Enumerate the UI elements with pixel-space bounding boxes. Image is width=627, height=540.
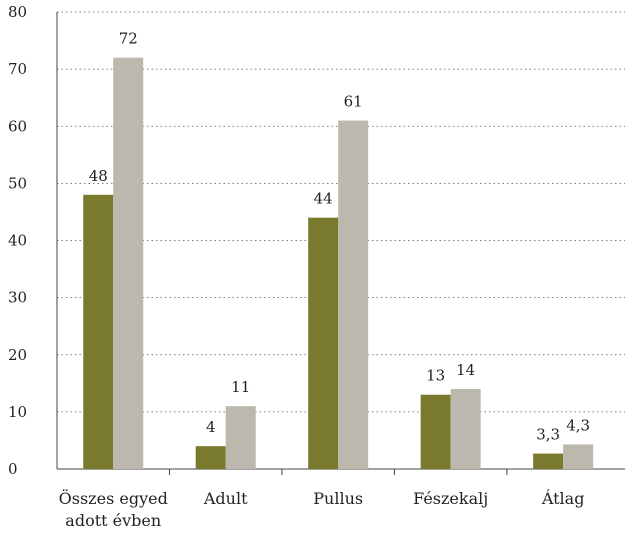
category-label: Adult bbox=[203, 489, 248, 508]
bar-series-1 bbox=[533, 453, 564, 469]
y-tick-label: 50 bbox=[8, 174, 27, 192]
bar-series-2 bbox=[113, 57, 144, 469]
data-label: 13 bbox=[426, 367, 445, 385]
bar-series-1 bbox=[420, 394, 451, 469]
data-label: 44 bbox=[314, 190, 333, 208]
data-label: 4,3 bbox=[566, 416, 590, 434]
y-tick-label: 30 bbox=[8, 289, 27, 307]
data-label: 48 bbox=[89, 167, 108, 185]
data-label: 72 bbox=[119, 30, 138, 48]
y-tick-label: 80 bbox=[8, 3, 27, 21]
category-label: adott évben bbox=[65, 511, 161, 530]
category-label: Átlag bbox=[541, 488, 585, 508]
data-label: 4 bbox=[206, 418, 216, 436]
data-label: 14 bbox=[456, 361, 475, 379]
data-label: 3,3 bbox=[536, 426, 560, 444]
category-label: Összes egyed bbox=[59, 488, 168, 508]
data-label: 61 bbox=[344, 93, 363, 111]
data-labels: 48 72 4 11 44 61 13 14 3,3 4,3 bbox=[89, 30, 590, 444]
bar-series-2 bbox=[450, 389, 481, 469]
data-label: 11 bbox=[231, 378, 250, 396]
y-tick-label: 0 bbox=[8, 460, 18, 478]
bar-series-1 bbox=[308, 217, 339, 469]
y-tick-label: 40 bbox=[8, 232, 27, 250]
y-tick-label: 20 bbox=[8, 346, 27, 364]
bars bbox=[83, 57, 594, 470]
bar-series-1 bbox=[195, 446, 226, 469]
bar-series-2 bbox=[225, 406, 256, 469]
category-label: Fészekalj bbox=[413, 489, 488, 508]
y-tick-label: 70 bbox=[8, 60, 27, 78]
bar-series-2 bbox=[338, 120, 369, 469]
category-label: Pullus bbox=[313, 489, 363, 508]
y-tick-label: 60 bbox=[8, 117, 27, 135]
category-labels: Összes egyed adott évben Adult Pullus Fészek… bbox=[59, 488, 585, 530]
bar-series-1 bbox=[83, 194, 114, 470]
y-tick-label: 10 bbox=[8, 403, 27, 421]
bar-series-2 bbox=[563, 444, 594, 469]
y-tick-labels: 0 10 20 30 40 50 60 70 80 bbox=[8, 3, 27, 478]
